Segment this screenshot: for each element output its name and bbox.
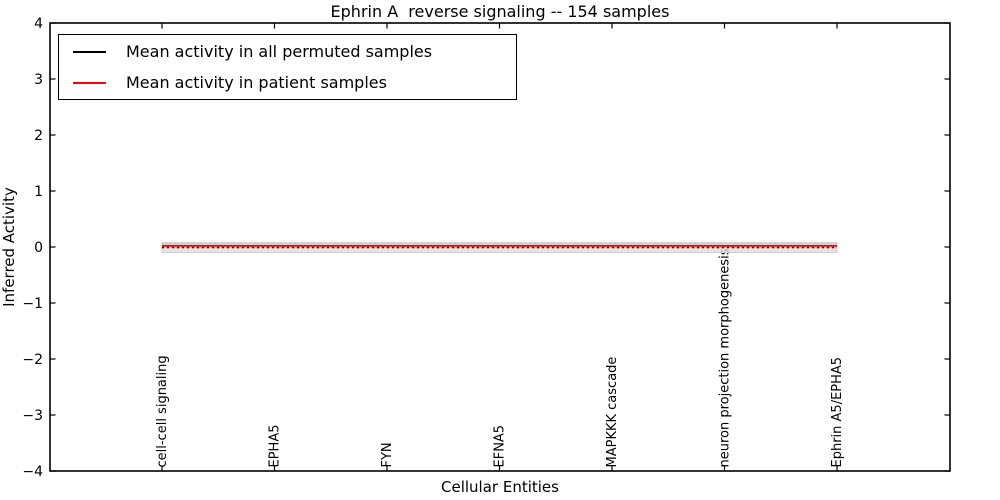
legend-entry-permuted: Mean activity in all permuted samples	[59, 37, 516, 66]
x-tick-label: EPHA5	[268, 425, 283, 468]
legend-label-patient: Mean activity in patient samples	[126, 73, 387, 92]
y-tick-label: 2	[34, 128, 43, 144]
x-tick-label: neuron projection morphogenesis	[718, 248, 733, 467]
x-tick-label: FYN	[380, 442, 395, 467]
y-tick-label: 1	[34, 184, 43, 200]
y-tick-label: −4	[22, 464, 43, 480]
y-tick-label: −2	[22, 352, 43, 368]
legend: Mean activity in all permuted samples Me…	[58, 34, 517, 100]
legend-line-sample-patient	[73, 81, 106, 84]
x-tick-label: EFNA5	[493, 425, 508, 468]
y-tick-label: 3	[34, 72, 43, 88]
legend-label-permuted: Mean activity in all permuted samples	[126, 42, 433, 61]
y-tick-label: −1	[22, 296, 43, 312]
chart-title: Ephrin A reverse signaling -- 154 sample…	[330, 2, 670, 21]
x-tick-label: MAPKKK cascade	[605, 357, 620, 468]
y-tick-label: 0	[34, 240, 43, 256]
legend-line-sample-permuted	[73, 50, 106, 53]
x-axis-label: Cellular Entities	[441, 478, 559, 496]
x-tick-label: cell-cell signaling	[155, 355, 170, 467]
legend-entry-patient: Mean activity in patient samples	[59, 68, 516, 97]
x-tick-label: Ephrin A5/EPHA5	[830, 357, 845, 468]
y-tick-label: −3	[22, 408, 43, 424]
y-tick-label: 4	[34, 16, 43, 32]
